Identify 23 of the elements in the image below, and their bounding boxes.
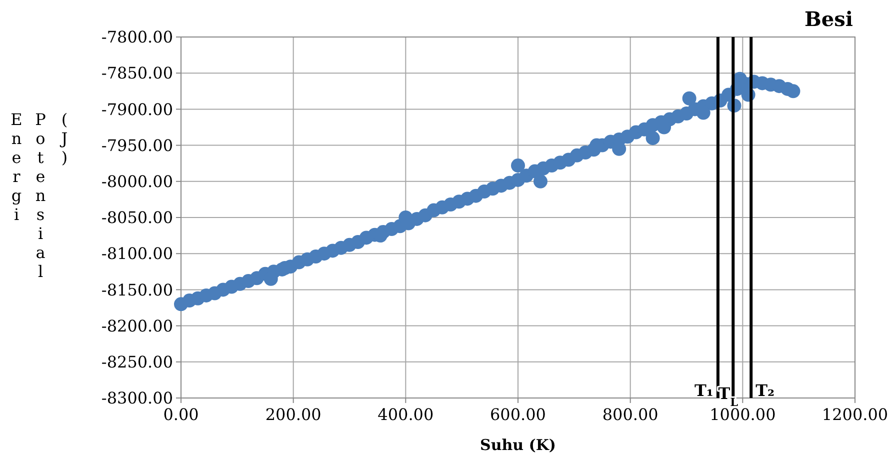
x-tick-label: 600.00: [490, 405, 546, 424]
x-tick-label: 1200.00: [822, 405, 888, 424]
y-tick-label: -7800.00: [101, 28, 173, 47]
chart-title: Besi: [804, 7, 854, 31]
y-tick-label: -8150.00: [101, 280, 173, 300]
x-axis-title: Suhu (K): [480, 436, 556, 454]
y-tick-label: -8000.00: [101, 172, 173, 191]
x-tick-label: 400.00: [378, 405, 434, 424]
y-axis-title: Energi Potensial (J): [6, 110, 75, 283]
y-tick-label: -8250.00: [101, 352, 173, 372]
ref-line-label: T₂: [756, 381, 775, 400]
x-tick-label: 800.00: [602, 405, 658, 424]
y-tick-label: -7900.00: [101, 100, 173, 119]
ref-line-label: T₁: [694, 381, 714, 400]
x-tick-label: 0.00: [163, 405, 199, 424]
y-tick-label: -8300.00: [101, 388, 173, 408]
x-tick-label: 1000.00: [710, 405, 776, 424]
y-tick-label: -7850.00: [101, 64, 173, 83]
y-tick-label: -8050.00: [101, 208, 173, 228]
x-tick-label: 200.00: [265, 405, 322, 424]
y-tick-label: -8100.00: [101, 244, 173, 264]
y-tick-label: -8200.00: [101, 316, 173, 336]
y-tick-label: -7950.00: [101, 136, 173, 155]
